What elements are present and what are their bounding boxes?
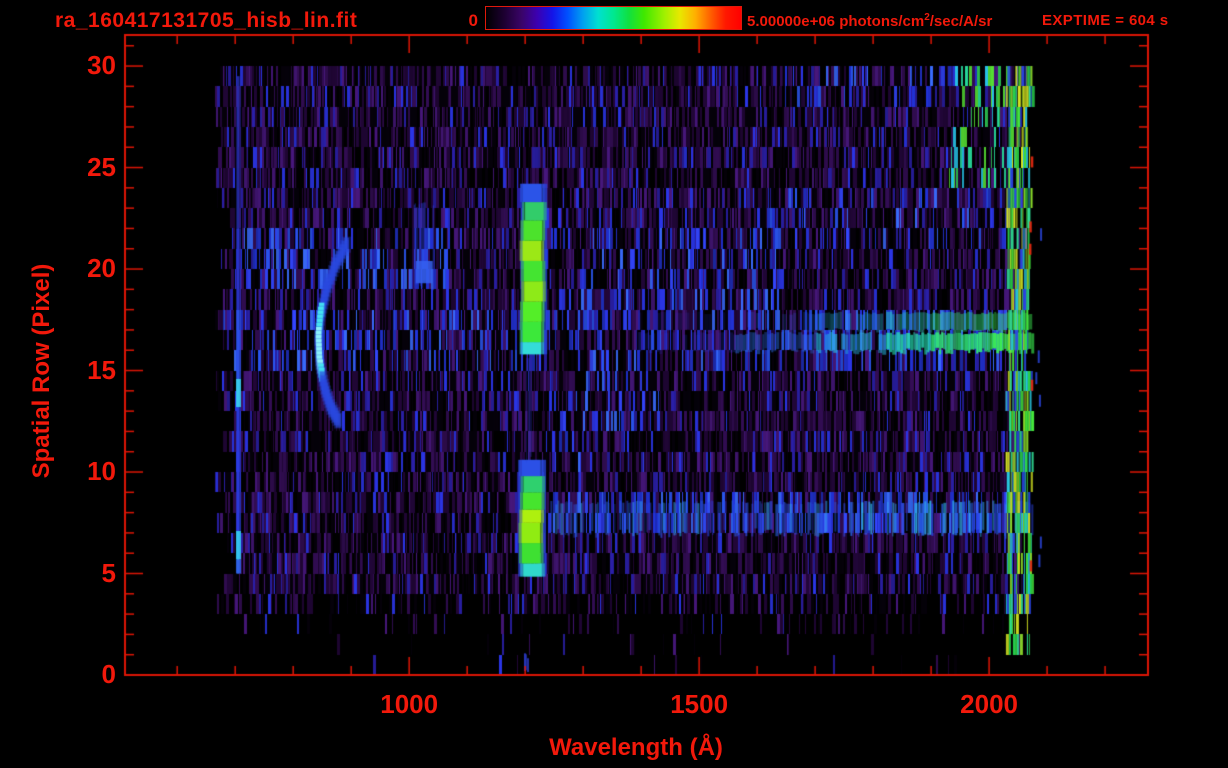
y-tick-label: 25 bbox=[87, 151, 116, 182]
y-tick-label: 15 bbox=[87, 354, 116, 385]
colorbar-unit-prefix: photons/cm bbox=[839, 13, 925, 30]
x-tick-label: 1500 bbox=[670, 689, 729, 719]
y-tick-label: 30 bbox=[87, 50, 116, 81]
colorbar bbox=[485, 6, 742, 30]
exptime-label: EXPTIME = 604 s bbox=[1042, 12, 1169, 29]
y-tick-label: 10 bbox=[87, 456, 116, 487]
x-axis-title: Wavelength (Å) bbox=[549, 734, 723, 761]
y-tick-label: 0 bbox=[101, 659, 116, 689]
colorbar-max-label: 5.00000e+06 photons/cm2/sec/A/sr bbox=[747, 12, 992, 30]
x-tick-label: 2000 bbox=[960, 689, 1019, 719]
colorbar-unit-exponent: 2 bbox=[924, 12, 930, 23]
x-tick-label: 1000 bbox=[380, 689, 439, 719]
colorbar-unit-suffix: /sec/A/sr bbox=[929, 13, 993, 30]
colorbar-max-value: 5.00000e+06 bbox=[747, 13, 836, 30]
y-axis-title: Spatial Row (Pixel) bbox=[28, 263, 55, 479]
colorbar-min-label: 0 bbox=[468, 11, 478, 30]
y-tick-label: 20 bbox=[87, 253, 116, 284]
plot-title: ra_160417131705_hisb_lin.fit bbox=[55, 9, 358, 32]
y-tick-label: 5 bbox=[101, 557, 116, 588]
